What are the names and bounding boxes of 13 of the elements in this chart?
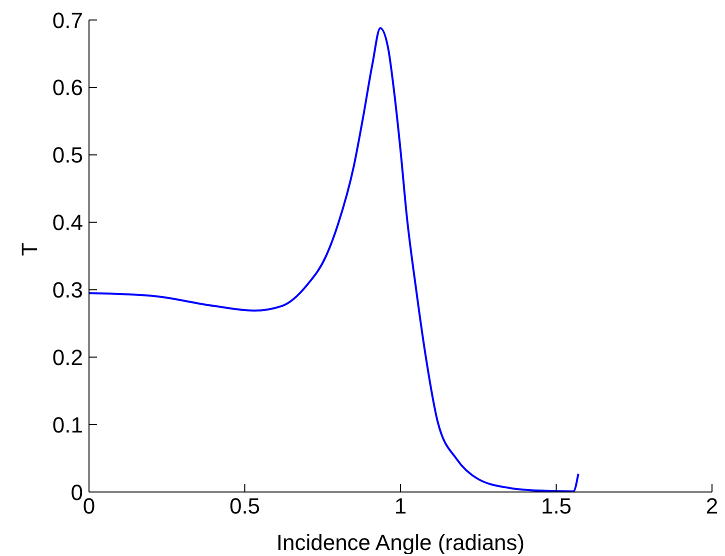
y-tick-label: 0.5 bbox=[52, 142, 83, 168]
y-axis-title: T bbox=[16, 242, 42, 256]
y-tick-label: 0.7 bbox=[52, 8, 83, 33]
x-tick-label: 2 bbox=[706, 494, 718, 519]
line-series bbox=[89, 27, 580, 492]
y-tick-label: 0.1 bbox=[52, 412, 83, 438]
y-tick-label: 0.3 bbox=[52, 278, 83, 303]
x-tick-label: 0.5 bbox=[229, 494, 260, 519]
x-tick-label: 1 bbox=[394, 494, 407, 519]
x-tick-label: 1.5 bbox=[540, 494, 572, 519]
y-tick-label: 0.6 bbox=[52, 75, 83, 100]
y-tick-label: 0.2 bbox=[52, 344, 83, 370]
y-tick-label: 0.4 bbox=[52, 210, 83, 236]
